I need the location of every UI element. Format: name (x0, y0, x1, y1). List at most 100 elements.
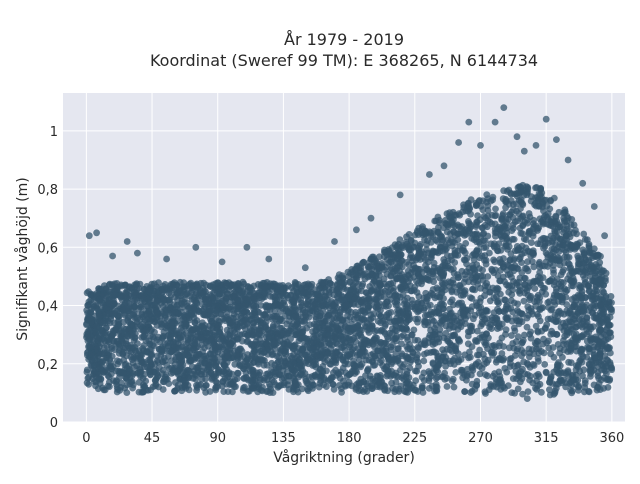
scatter-point (219, 298, 226, 305)
scatter-point (503, 216, 510, 223)
scatter-point (403, 304, 410, 311)
scatter-point (228, 315, 235, 322)
scatter-point (198, 323, 205, 330)
scatter-point (521, 275, 528, 282)
scatter-point (365, 342, 372, 349)
scatter-point (590, 323, 597, 330)
scatter-point (575, 383, 582, 390)
scatter-point (547, 278, 554, 285)
scatter-point (489, 343, 496, 350)
scatter-point (438, 234, 445, 241)
scatter-point (126, 320, 133, 327)
scatter-point (428, 309, 435, 316)
scatter-point (488, 383, 495, 390)
scatter-point (263, 314, 270, 321)
scatter-point (427, 302, 434, 309)
scatter-point (133, 280, 140, 287)
scatter-point (150, 288, 157, 295)
scatter-point (530, 247, 537, 254)
chart-title-line-1: År 1979 - 2019 (284, 30, 404, 49)
scatter-point (563, 249, 570, 256)
scatter-point (568, 359, 575, 366)
scatter-point (417, 241, 424, 248)
scatter-point (551, 354, 558, 361)
scatter-point (443, 323, 450, 330)
scatter-point (415, 363, 422, 370)
scatter-point (487, 198, 494, 205)
scatter-point (313, 337, 320, 344)
scatter-point (280, 340, 287, 347)
scatter-point (137, 373, 144, 380)
scatter-point (433, 285, 440, 292)
scatter-point (317, 366, 324, 373)
scatter-point (394, 301, 401, 308)
scatter-point (406, 231, 413, 238)
scatter-point (328, 376, 335, 383)
scatter-point (561, 209, 568, 216)
scatter-point (462, 275, 469, 282)
scatter-point (528, 239, 535, 246)
scatter-point (521, 332, 528, 339)
scatter-point (376, 379, 383, 386)
scatter-point (482, 222, 489, 229)
scatter-point (567, 348, 574, 355)
scatter-point (237, 346, 244, 353)
scatter-point (475, 359, 482, 366)
scatter-point (600, 309, 607, 316)
scatter-point (450, 376, 457, 383)
scatter-point (399, 364, 406, 371)
scatter-point (405, 278, 412, 285)
scatter-point (284, 330, 291, 337)
scatter-point (398, 333, 405, 340)
scatter-point (409, 345, 416, 352)
scatter-point (597, 253, 604, 260)
scatter-point (96, 313, 103, 320)
scatter-point (515, 309, 522, 316)
scatter-point (422, 262, 429, 269)
scatter-point (271, 340, 278, 347)
scatter-point (324, 357, 331, 364)
scatter-point (248, 377, 255, 384)
scatter-point (123, 294, 130, 301)
scatter-point (210, 294, 217, 301)
scatter-point (518, 347, 525, 354)
scatter-point (318, 342, 325, 349)
scatter-point (573, 366, 580, 373)
scatter-point (440, 302, 447, 309)
scatter-point (465, 200, 472, 207)
scatter-point (209, 318, 216, 325)
scatter-point (331, 386, 338, 393)
scatter-point (508, 332, 515, 339)
scatter-point (96, 297, 103, 304)
scatter-point (606, 299, 613, 306)
scatter-point (231, 323, 238, 330)
scatter-point (154, 308, 161, 315)
scatter-point (399, 264, 406, 271)
scatter-point (483, 261, 490, 268)
scatter-point (361, 309, 368, 316)
scatter-point (580, 231, 587, 238)
scatter-point (385, 354, 392, 361)
scatter-point (545, 304, 552, 311)
scatter-point (93, 323, 100, 330)
scatter-point (509, 318, 516, 325)
scatter-point (513, 208, 520, 215)
scatter-point (452, 212, 459, 219)
scatter-point (288, 284, 295, 291)
scatter-point (524, 395, 531, 402)
scatter-point (538, 236, 545, 243)
scatter-point (194, 333, 201, 340)
scatter-point (502, 204, 509, 211)
scatter-point (448, 237, 455, 244)
scatter-point (550, 270, 557, 277)
scatter-point (447, 279, 454, 286)
scatter-point (452, 369, 459, 376)
scatter-point (573, 268, 580, 275)
scatter-point (337, 312, 344, 319)
scatter-point (586, 241, 593, 248)
scatter-point (365, 296, 372, 303)
scatter-point (555, 381, 562, 388)
scatter-point (532, 340, 539, 347)
scatter-point (296, 356, 303, 363)
